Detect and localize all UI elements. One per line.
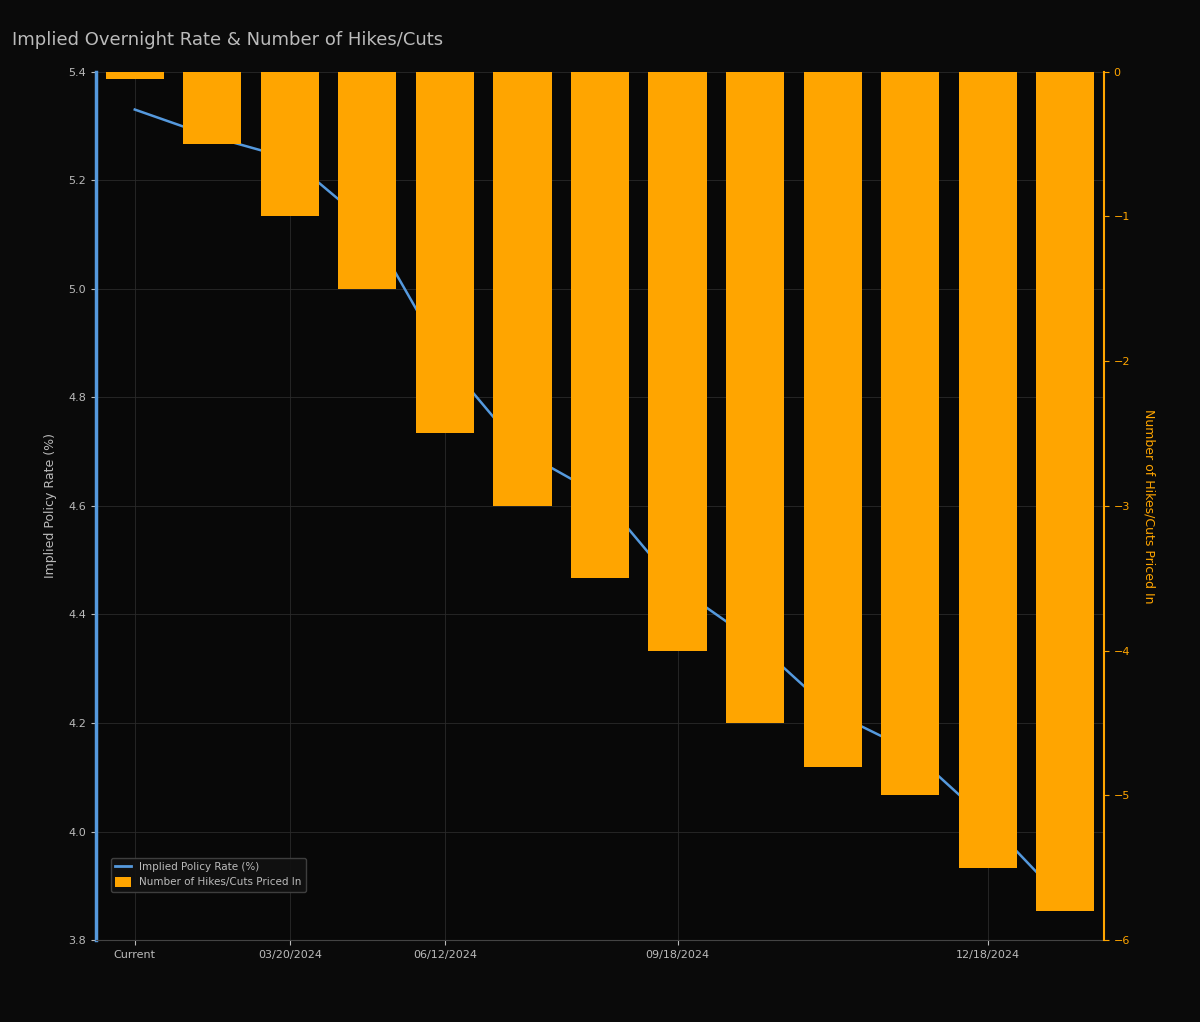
Y-axis label: Number of Hikes/Cuts Priced In: Number of Hikes/Cuts Priced In xyxy=(1142,409,1156,603)
Bar xyxy=(184,72,241,144)
Bar xyxy=(260,72,319,217)
Bar xyxy=(338,72,396,288)
Bar xyxy=(804,72,862,766)
Legend: Implied Policy Rate (%), Number of Hikes/Cuts Priced In: Implied Policy Rate (%), Number of Hikes… xyxy=(112,857,306,891)
Text: Implied Overnight Rate & Number of Hikes/Cuts: Implied Overnight Rate & Number of Hikes… xyxy=(12,31,443,49)
Bar xyxy=(881,72,940,795)
Bar xyxy=(726,72,784,724)
Y-axis label: Implied Policy Rate (%): Implied Policy Rate (%) xyxy=(44,433,58,578)
Bar xyxy=(106,72,164,79)
Bar xyxy=(571,72,629,578)
Bar xyxy=(648,72,707,651)
Bar xyxy=(959,72,1016,868)
Bar xyxy=(416,72,474,433)
Bar xyxy=(493,72,552,506)
Bar xyxy=(1036,72,1094,912)
